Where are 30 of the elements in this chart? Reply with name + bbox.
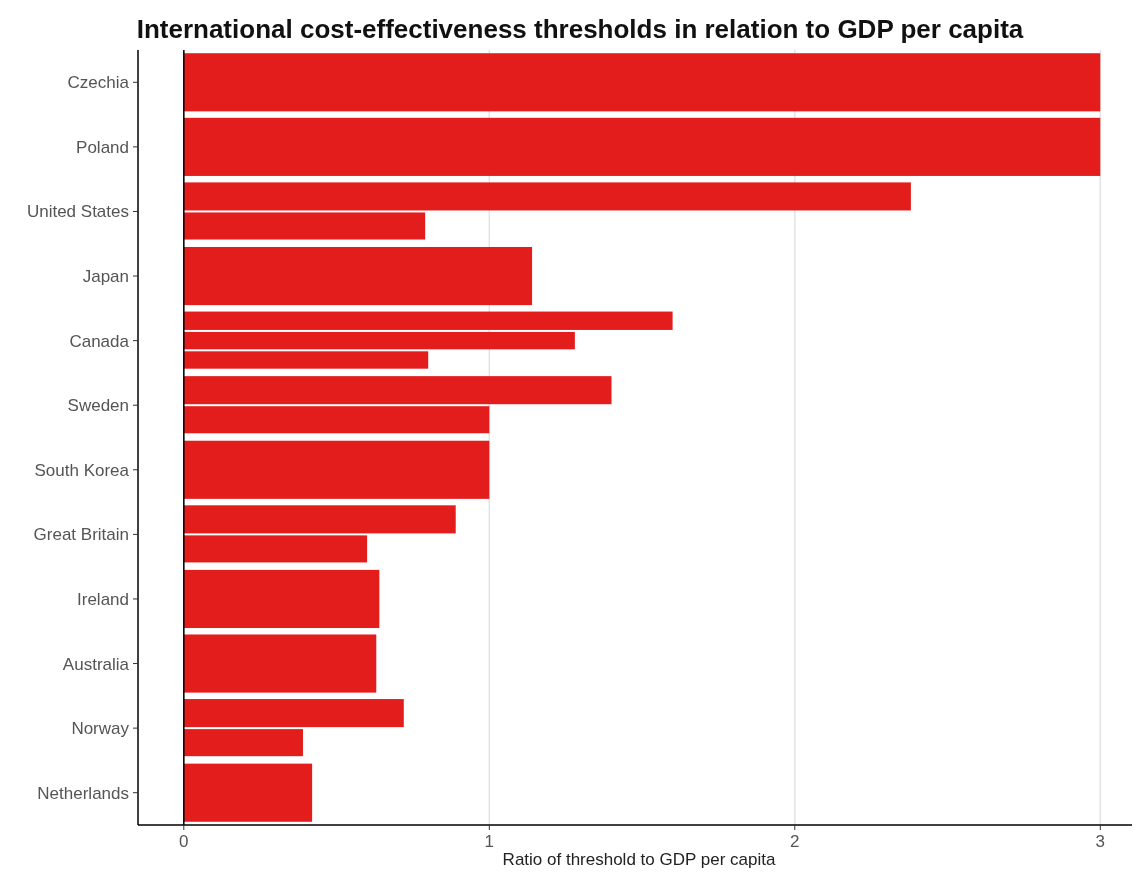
y-tick-label: Netherlands <box>37 783 129 803</box>
y-tick-label: Australia <box>62 654 130 674</box>
x-tick-label: 2 <box>790 832 800 851</box>
y-tick-label: South Korea <box>34 460 130 480</box>
y-tick-label: Czechia <box>67 73 130 93</box>
bar <box>183 212 426 240</box>
y-tick-label: Canada <box>69 331 130 351</box>
bar <box>183 117 1101 176</box>
x-tick-label: 3 <box>1095 832 1106 851</box>
bar <box>183 569 380 629</box>
x-tick-label: 0 <box>179 832 189 851</box>
bar <box>183 406 490 434</box>
bar <box>183 729 303 757</box>
bar <box>183 440 490 499</box>
y-tick-label: Sweden <box>67 396 129 416</box>
y-tick-label: Great Britain <box>33 525 129 545</box>
bar <box>183 53 1101 112</box>
bar <box>183 535 368 563</box>
bar <box>183 246 533 306</box>
x-tick-label: 1 <box>484 832 495 851</box>
y-tick-label: Norway <box>71 719 130 739</box>
y-tick-label: United States <box>26 202 129 222</box>
bar <box>183 763 313 822</box>
y-tick-label: Poland <box>76 137 129 157</box>
bar <box>183 351 429 369</box>
y-tick-label: Japan <box>82 267 129 287</box>
y-tick-label: Ireland <box>77 589 129 609</box>
x-axis-title: Ratio of threshold to GDP per capita <box>502 850 776 869</box>
chart-title: International cost-effectiveness thresholds in relation to GDP per capita <box>136 14 1024 44</box>
bar <box>183 634 377 693</box>
